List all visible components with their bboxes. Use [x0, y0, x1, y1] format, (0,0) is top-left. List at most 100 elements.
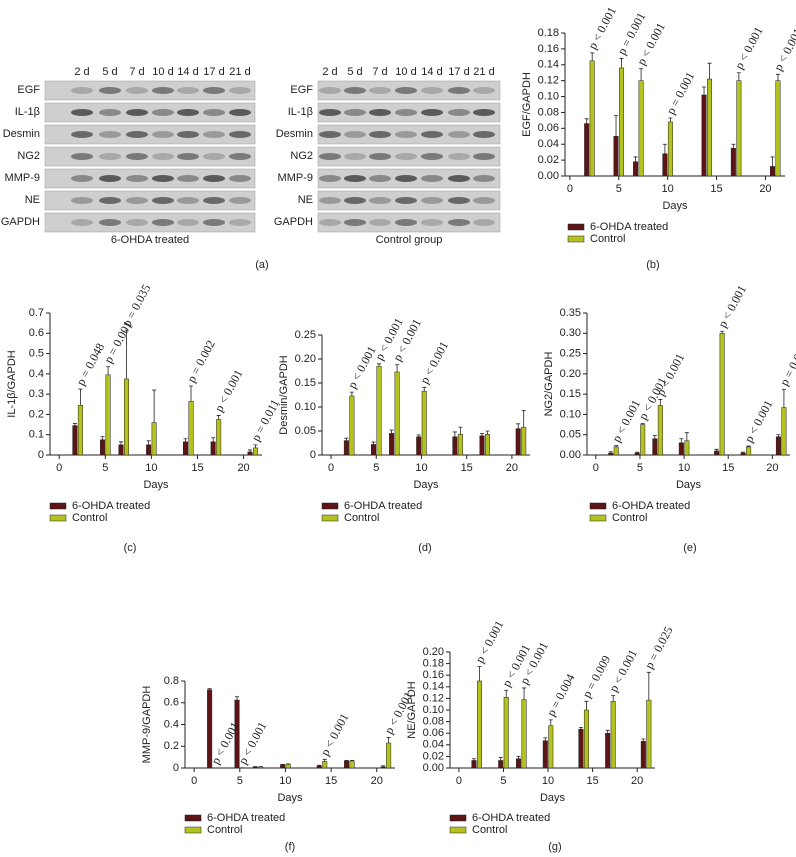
bar — [640, 424, 646, 456]
error-bar — [679, 438, 684, 443]
blot-band — [177, 87, 199, 94]
bar — [548, 725, 554, 769]
y-tick-label: 0.10 — [538, 90, 559, 102]
legend-label: 6-OHDA treated — [612, 500, 690, 512]
error-bar — [183, 438, 188, 442]
y-tick-label: 0.00 — [423, 762, 444, 774]
blot-band — [395, 197, 417, 204]
blot-band — [229, 87, 251, 94]
blot-band — [71, 219, 93, 226]
blot-band — [319, 153, 341, 160]
bar — [343, 440, 349, 456]
bar — [515, 428, 521, 456]
error-bar — [619, 58, 624, 68]
blot-strip — [44, 190, 256, 211]
y-tick-label: 0.20 — [295, 353, 316, 365]
error-bar — [452, 431, 457, 437]
y-tick-label: 0.18 — [423, 658, 444, 670]
bar — [589, 60, 595, 177]
blot-band — [229, 153, 251, 160]
blot-band — [177, 175, 199, 182]
error-bar — [633, 156, 638, 162]
blot-band — [99, 197, 121, 204]
row-label: GAPDH — [274, 216, 313, 228]
y-tick-label: 0.14 — [538, 59, 559, 71]
blot-band — [319, 131, 341, 138]
blot-band — [369, 197, 391, 204]
y-tick-label: 0.14 — [423, 681, 444, 693]
x-tick-label: 0 — [567, 183, 573, 195]
bar — [521, 426, 527, 456]
blot-band — [395, 131, 417, 138]
blot-band — [126, 87, 148, 94]
bar — [151, 422, 157, 456]
blot-band — [473, 175, 495, 182]
y-tick-label: 0.08 — [538, 106, 559, 118]
error-bar — [485, 430, 490, 435]
bar — [610, 701, 616, 769]
x-tick-label: 20 — [766, 462, 778, 474]
error-bar — [344, 437, 349, 441]
error-bar — [516, 756, 521, 759]
bar — [146, 444, 152, 456]
error-bar — [516, 423, 521, 429]
bar — [516, 758, 522, 769]
y-tick-label: 0.20 — [423, 646, 444, 658]
x-tick-label: 10 — [145, 462, 157, 474]
error-bar — [146, 440, 151, 445]
p-value: p < 0.001 — [609, 397, 643, 444]
p-value: p < 0.001 — [742, 398, 776, 445]
bar — [646, 699, 652, 769]
lane-label: 14 d — [421, 66, 442, 78]
bar — [485, 434, 491, 456]
blot-band — [344, 175, 366, 182]
blot-band — [177, 109, 199, 116]
lane-label: 2 d — [74, 66, 89, 78]
error-bar — [377, 363, 382, 367]
legend-swatch — [321, 514, 339, 522]
lane-label: 10 d — [152, 66, 173, 78]
x-axis-label: Days — [540, 792, 566, 804]
error-bar — [189, 385, 194, 402]
blot-band — [203, 175, 225, 182]
bar — [640, 741, 646, 769]
error-bar — [477, 666, 482, 681]
blot-band — [369, 175, 391, 182]
error-bar — [707, 62, 712, 80]
error-bar — [548, 719, 553, 726]
blot-band — [99, 109, 121, 116]
error-bar — [635, 451, 640, 453]
blot-band — [71, 131, 93, 138]
bar — [389, 433, 395, 456]
blot-band — [99, 131, 121, 138]
blot-band — [473, 219, 495, 226]
x-tick-label: 10 — [678, 462, 690, 474]
p-value: p < 0.001 — [212, 367, 246, 414]
error-bar — [776, 434, 781, 437]
legend-swatch — [589, 502, 607, 510]
bar — [775, 436, 781, 456]
y-tick-label: 0.00 — [538, 170, 559, 182]
bar — [210, 441, 216, 456]
lane-label: 5 d — [102, 66, 117, 78]
y-tick-label: 0.6 — [29, 327, 44, 339]
legend-label: 6-OHDA treated — [207, 812, 285, 824]
lane-label: 2 d — [322, 66, 337, 78]
error-bar — [78, 388, 83, 406]
bar — [619, 67, 625, 177]
blot-band — [473, 109, 495, 116]
blot-strip — [317, 124, 501, 145]
error-bar — [543, 737, 548, 741]
bar — [322, 761, 328, 769]
blot-band — [126, 153, 148, 160]
error-bar — [605, 729, 610, 734]
blot-band — [369, 153, 391, 160]
bar — [100, 439, 106, 456]
x-tick-label: 0 — [328, 462, 334, 474]
x-tick-label: 20 — [237, 462, 249, 474]
blot-band — [369, 109, 391, 116]
x-tick-label: 10 — [415, 462, 427, 474]
error-bar — [775, 73, 780, 81]
y-tick-label: 0.06 — [538, 122, 559, 134]
y-tick-label: 0.05 — [560, 429, 581, 441]
